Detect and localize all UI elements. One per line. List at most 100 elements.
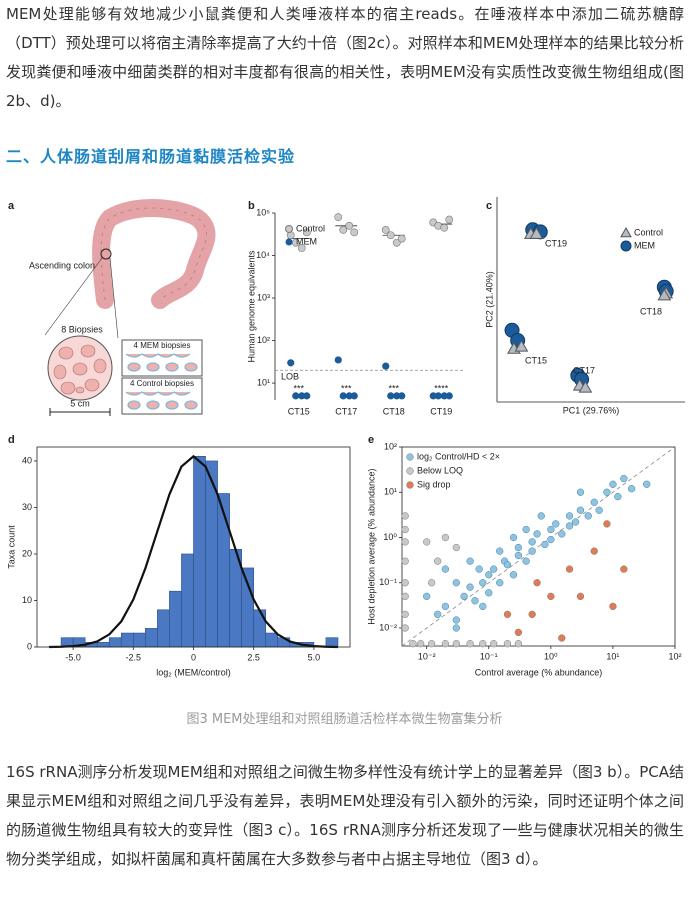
colon-illustration: a Ascending colon 8 Biopsies 4 MEM biops… bbox=[8, 199, 216, 416]
scale-label: 5 cm bbox=[70, 398, 90, 408]
data-point bbox=[475, 565, 483, 573]
data-point bbox=[433, 557, 442, 565]
data-point bbox=[609, 480, 617, 488]
x-tick-label: -5.0 bbox=[65, 652, 81, 662]
x-axis-label: PC1 (29.76%) bbox=[563, 405, 620, 415]
mem-biopsies-label: 4 MEM biopsies bbox=[134, 341, 191, 350]
y-tick-label: 30 bbox=[22, 502, 32, 512]
data-point bbox=[627, 485, 636, 493]
section-heading: 二、人体肠道刮屑和肠道黏膜活检实验 bbox=[6, 147, 296, 166]
x-tick-label: 10⁰ bbox=[544, 651, 558, 661]
data-point bbox=[302, 228, 311, 237]
data-point bbox=[387, 392, 395, 400]
data-point bbox=[590, 547, 598, 555]
histogram-bar bbox=[108, 637, 122, 648]
data-point bbox=[565, 512, 574, 520]
legend-marker bbox=[285, 238, 293, 246]
data-point bbox=[445, 215, 454, 224]
data-point bbox=[537, 512, 545, 520]
legend-label: MEM bbox=[296, 236, 317, 246]
legend-label: Control bbox=[634, 227, 663, 237]
plot-frame bbox=[401, 446, 676, 647]
data-point bbox=[460, 592, 468, 601]
panel-letter: d bbox=[8, 434, 15, 446]
y-tick-label: 10⁻² bbox=[379, 622, 397, 632]
data-point bbox=[466, 583, 474, 591]
histogram-bar bbox=[217, 493, 230, 648]
data-point bbox=[509, 571, 518, 579]
data-point bbox=[496, 547, 504, 555]
biopsies-label: 8 Biopsies bbox=[61, 324, 103, 334]
data-point bbox=[427, 640, 436, 648]
data-point bbox=[479, 579, 487, 587]
data-point bbox=[401, 512, 409, 520]
data-point bbox=[350, 392, 358, 400]
y-tick-label: 10¹ bbox=[384, 487, 397, 497]
data-point bbox=[393, 392, 401, 400]
data-point bbox=[490, 565, 498, 573]
x-tick-label: 10¹ bbox=[606, 651, 619, 661]
legend-label: MEM bbox=[634, 240, 655, 250]
data-point bbox=[417, 640, 425, 648]
significance: *** bbox=[388, 383, 399, 393]
legend-marker bbox=[406, 467, 414, 475]
legend-label: Sig drop bbox=[417, 479, 451, 489]
data-point bbox=[503, 561, 512, 569]
control-biopsies-label: 4 Control biopsies bbox=[130, 379, 194, 388]
data-point bbox=[576, 506, 585, 514]
data-point bbox=[440, 392, 448, 400]
histogram-bar bbox=[133, 632, 146, 648]
data-point bbox=[552, 520, 560, 528]
data-point bbox=[576, 488, 585, 496]
data-point bbox=[401, 579, 409, 587]
data-point bbox=[401, 592, 409, 601]
histogram-bar bbox=[241, 567, 254, 648]
data-point bbox=[382, 362, 390, 370]
data-point bbox=[441, 640, 450, 648]
data-point bbox=[514, 339, 529, 352]
data-point bbox=[441, 565, 450, 573]
colon-label: Ascending colon bbox=[29, 260, 95, 270]
data-point bbox=[409, 640, 417, 648]
histogram-bar bbox=[181, 553, 194, 648]
panel-letter: c bbox=[486, 200, 492, 212]
data-point bbox=[643, 480, 651, 488]
data-point bbox=[434, 392, 442, 400]
y-tick-label: 20 bbox=[22, 548, 32, 558]
x-tick-label: CT19 bbox=[430, 406, 452, 416]
data-point bbox=[479, 640, 487, 648]
cluster-label: CT18 bbox=[640, 306, 662, 316]
data-point bbox=[514, 543, 523, 552]
data-point bbox=[350, 228, 359, 237]
data-point bbox=[485, 571, 493, 579]
data-point bbox=[427, 579, 436, 587]
data-point bbox=[547, 535, 555, 544]
data-point bbox=[392, 238, 401, 247]
data-point bbox=[558, 530, 566, 538]
data-point bbox=[571, 518, 580, 526]
legend-label: Below LOQ bbox=[417, 465, 463, 475]
data-point bbox=[452, 624, 460, 632]
data-point bbox=[528, 610, 536, 619]
data-point bbox=[603, 488, 611, 496]
y-tick-label: 10² bbox=[257, 335, 270, 345]
data-point bbox=[541, 540, 549, 549]
legend-marker bbox=[620, 240, 632, 252]
legend-marker bbox=[285, 225, 293, 233]
panel-letter: b bbox=[248, 200, 255, 212]
panel-letter: a bbox=[8, 200, 15, 212]
y-tick-label: 40 bbox=[22, 455, 32, 465]
histogram-bar bbox=[145, 628, 158, 648]
data-point bbox=[496, 579, 504, 587]
data-point bbox=[522, 525, 530, 534]
y-axis-label: Taxa count bbox=[6, 525, 16, 569]
y-tick-label: 10⁴ bbox=[256, 250, 270, 260]
data-point bbox=[620, 565, 628, 573]
data-point bbox=[595, 506, 603, 514]
cluster-label: CT19 bbox=[545, 238, 567, 248]
fit-curve bbox=[49, 454, 338, 649]
y-tick-label: 10² bbox=[384, 441, 397, 451]
figure-caption: 图3 MEM处理组和对照组肠道活检样本微生物富集分析 bbox=[186, 712, 503, 727]
data-point bbox=[466, 557, 474, 565]
data-point bbox=[603, 520, 611, 528]
